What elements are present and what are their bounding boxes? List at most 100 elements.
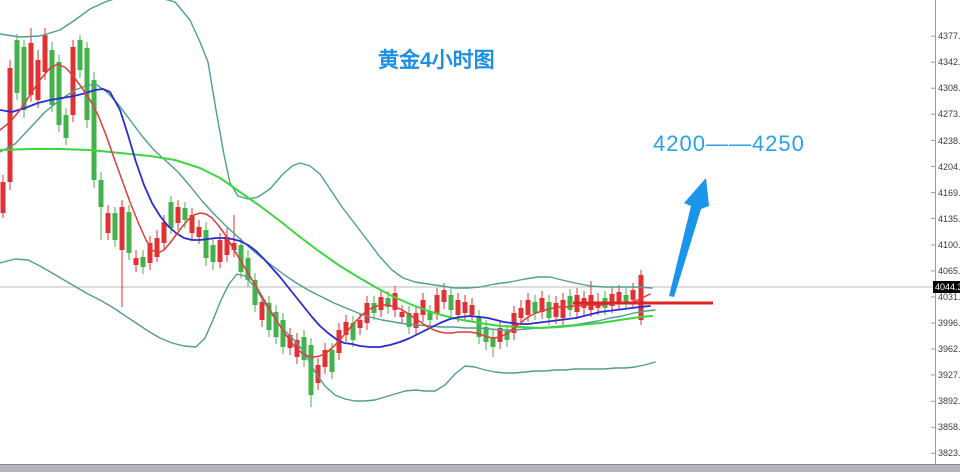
price-axis-label: 3962.1 xyxy=(938,343,960,354)
candle-body xyxy=(147,242,153,264)
price-axis-line xyxy=(935,0,936,464)
bollinger-lower-line xyxy=(0,258,656,402)
price-axis-label: 4273.6 xyxy=(938,109,960,120)
candle-body xyxy=(539,298,545,313)
candle-body xyxy=(154,238,160,258)
candle-body xyxy=(224,237,230,256)
candle-body xyxy=(259,301,265,321)
price-axis-label: 3892.6 xyxy=(938,396,960,407)
candle-body xyxy=(420,299,426,315)
candle-body xyxy=(490,337,496,347)
candle-body xyxy=(392,293,398,310)
candle-body xyxy=(196,227,202,238)
candle-body xyxy=(84,47,90,121)
candle-body xyxy=(413,312,419,328)
price-axis-label: 3823.6 xyxy=(938,448,960,459)
price-axis-label: 4031.1 xyxy=(938,291,960,302)
candle-body xyxy=(77,40,83,70)
target-range-label: 4200——4250 xyxy=(653,131,805,156)
candle-body xyxy=(469,305,475,315)
ma-slow-green-line xyxy=(0,148,653,329)
price-axis-label: 3858.1 xyxy=(938,422,960,433)
candle-body xyxy=(245,258,251,280)
price-axis-label: 4169.6 xyxy=(938,187,960,198)
candle-body xyxy=(462,301,468,313)
ma-red-line xyxy=(0,63,651,358)
candle-body xyxy=(378,297,384,310)
candle-body xyxy=(609,294,615,306)
up-arrow-icon[interactable] xyxy=(669,178,709,297)
candle-body xyxy=(105,213,111,234)
candle-body xyxy=(532,301,538,313)
horizontal-scrollbar[interactable] xyxy=(0,464,960,472)
candle-body xyxy=(329,350,335,373)
bollinger-middle-line xyxy=(0,84,656,331)
candle-body xyxy=(63,115,69,139)
candle-body xyxy=(399,312,405,317)
price-axis-label: 4204.1 xyxy=(938,161,960,172)
candle-body xyxy=(126,212,132,254)
price-axis-label: 3927.6 xyxy=(938,369,960,380)
candle-body xyxy=(616,291,622,303)
candle-body xyxy=(280,320,286,347)
candle-body xyxy=(322,350,328,368)
candle-body xyxy=(385,298,391,307)
candle-body xyxy=(448,294,454,310)
candle-body xyxy=(567,295,573,310)
price-axis-label: 3996.6 xyxy=(938,317,960,328)
candle-body xyxy=(203,230,209,259)
price-axis-label: 4238.6 xyxy=(938,135,960,146)
candle-body xyxy=(182,208,188,221)
current-price-tag: 4044.3 xyxy=(933,281,960,293)
candle-body xyxy=(518,307,524,318)
candle-body xyxy=(49,49,55,106)
candle-body xyxy=(161,222,167,243)
candle-body xyxy=(343,321,349,336)
price-axis-label: 4135.1 xyxy=(938,213,960,224)
price-axis-label: 4308.1 xyxy=(938,83,960,94)
candle-body xyxy=(42,35,48,72)
candle-body xyxy=(357,320,363,328)
candle-body xyxy=(504,331,510,340)
candle-body xyxy=(70,46,76,116)
candle-body xyxy=(371,302,377,313)
candle-body xyxy=(638,275,644,321)
price-axis-label: 4065.6 xyxy=(938,265,960,276)
candle-body xyxy=(623,294,629,303)
candle-body xyxy=(28,42,34,95)
candle-body xyxy=(133,258,139,266)
candle-body xyxy=(441,290,447,302)
candle-body xyxy=(35,60,41,100)
candle-body xyxy=(427,312,433,321)
candle-body xyxy=(140,257,146,268)
candle-body xyxy=(252,279,258,306)
candle-body xyxy=(112,213,118,241)
candle-body xyxy=(483,327,489,343)
candle-body xyxy=(273,312,279,338)
candle-body xyxy=(476,316,482,338)
candle-body xyxy=(553,302,559,317)
bollinger-upper-line xyxy=(0,0,653,289)
candle-body xyxy=(497,327,503,343)
candle-body xyxy=(175,207,181,224)
candle-body xyxy=(210,245,216,263)
price-axis-label: 4100.1 xyxy=(938,239,960,250)
candle-body xyxy=(406,312,412,328)
candle-body xyxy=(56,61,62,125)
candle-body xyxy=(434,294,440,313)
candle-body xyxy=(525,299,531,315)
candle-body xyxy=(231,242,237,250)
candle-body xyxy=(350,323,356,340)
candle-body xyxy=(560,299,566,318)
price-axis-label: 4377.1 xyxy=(938,31,960,42)
candle-body xyxy=(308,345,314,395)
candle-body xyxy=(7,68,13,183)
candle-body xyxy=(315,364,321,384)
candle-body xyxy=(301,337,307,361)
candle-body xyxy=(168,202,174,229)
candle-body xyxy=(189,215,195,234)
candle-body xyxy=(119,207,125,250)
candle-body xyxy=(91,79,97,180)
